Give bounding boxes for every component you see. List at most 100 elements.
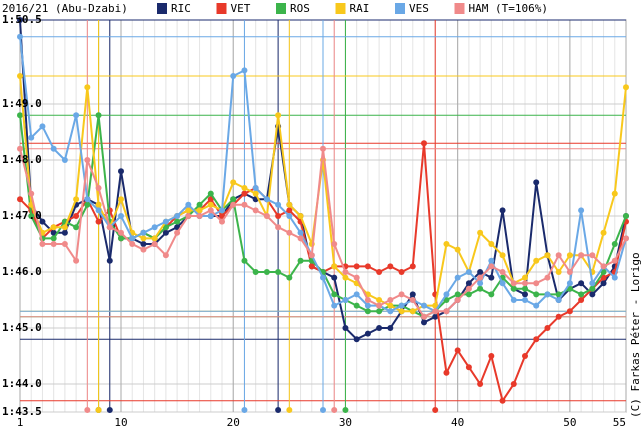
point — [84, 84, 91, 91]
legend-label: RIC — [171, 2, 191, 15]
point — [342, 325, 349, 331]
point — [578, 291, 585, 298]
point — [432, 302, 439, 309]
legend-label: VES — [409, 2, 429, 15]
point — [600, 269, 607, 275]
point — [320, 145, 326, 152]
point — [611, 257, 618, 264]
point — [432, 313, 439, 320]
pit-marker — [286, 407, 293, 413]
point — [207, 213, 214, 219]
legend-label: RAI — [350, 2, 370, 15]
point — [398, 269, 405, 275]
point — [185, 213, 192, 219]
point — [353, 274, 360, 281]
point — [443, 297, 450, 303]
point — [286, 201, 293, 208]
point — [118, 168, 124, 175]
point — [510, 280, 517, 287]
legend-swatch — [454, 3, 465, 14]
x-tick-label: 10 — [114, 416, 127, 429]
y-tick-label: 1:44.0 — [2, 377, 42, 390]
point — [84, 196, 91, 203]
point — [39, 218, 46, 225]
point — [364, 330, 371, 337]
point — [387, 263, 394, 270]
point — [230, 201, 237, 208]
point — [129, 241, 136, 247]
legend-swatch — [335, 3, 346, 14]
point — [555, 291, 562, 298]
point — [409, 308, 416, 315]
point — [286, 207, 293, 214]
point — [421, 302, 427, 309]
point — [73, 213, 80, 219]
point — [566, 269, 573, 275]
point — [185, 201, 192, 208]
point — [196, 213, 203, 219]
point — [151, 241, 158, 247]
point — [297, 229, 304, 236]
point — [174, 213, 181, 219]
point — [376, 302, 383, 309]
point — [95, 112, 102, 119]
point — [522, 291, 528, 298]
point — [275, 112, 282, 119]
point — [623, 235, 629, 242]
point — [185, 207, 192, 214]
x-tick-label: 40 — [451, 416, 464, 429]
point — [499, 280, 506, 287]
point — [95, 185, 102, 191]
point — [611, 241, 618, 247]
point — [162, 229, 169, 236]
point — [241, 185, 248, 191]
legend-swatch — [276, 3, 286, 14]
point — [566, 252, 573, 259]
point — [50, 241, 57, 247]
point — [510, 285, 517, 292]
point — [196, 201, 203, 208]
point — [331, 291, 338, 298]
point — [174, 224, 181, 231]
point — [398, 308, 405, 315]
point — [533, 302, 540, 309]
point — [477, 269, 484, 275]
point — [275, 224, 282, 231]
y-tick-label: 1:47.0 — [2, 209, 42, 222]
point — [454, 297, 461, 303]
y-tick-label: 1:46.0 — [2, 265, 42, 278]
point — [151, 224, 158, 231]
point — [263, 196, 270, 203]
point — [95, 207, 102, 214]
point — [275, 269, 282, 275]
point — [409, 291, 416, 298]
point — [387, 325, 394, 331]
point — [477, 285, 484, 292]
point — [533, 257, 540, 264]
point — [207, 201, 214, 208]
point — [353, 336, 360, 343]
point — [533, 179, 540, 186]
point — [465, 364, 472, 371]
point — [353, 263, 360, 270]
point — [555, 269, 562, 275]
point — [499, 252, 506, 259]
legend-label: VET — [231, 2, 251, 15]
point — [263, 269, 270, 275]
point — [230, 73, 237, 79]
point — [611, 274, 618, 281]
point — [106, 224, 113, 231]
point — [50, 235, 57, 242]
point — [331, 274, 338, 281]
point — [387, 297, 394, 303]
point — [421, 140, 427, 147]
point — [499, 269, 506, 275]
point — [84, 201, 91, 208]
point — [364, 263, 371, 270]
point — [308, 252, 315, 259]
point — [600, 274, 607, 281]
point — [443, 308, 450, 315]
point — [17, 196, 23, 203]
point — [286, 213, 293, 219]
